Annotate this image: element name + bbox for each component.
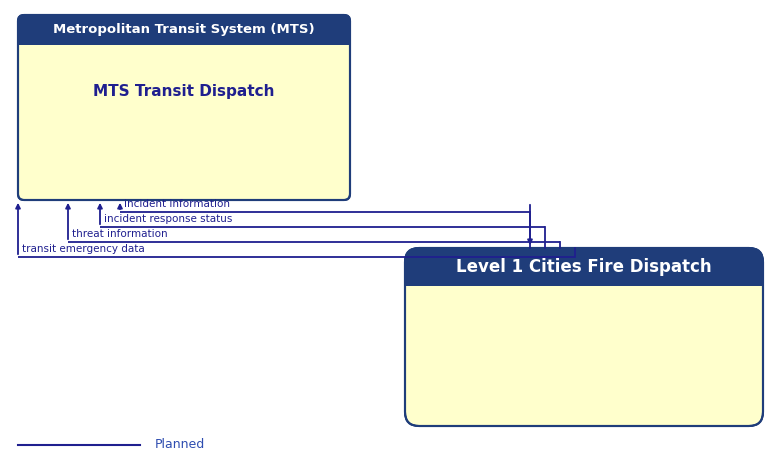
Bar bbox=[405, 267, 763, 286]
Text: Planned: Planned bbox=[155, 439, 205, 452]
Text: MTS Transit Dispatch: MTS Transit Dispatch bbox=[93, 84, 275, 99]
Text: Metropolitan Transit System (MTS): Metropolitan Transit System (MTS) bbox=[53, 23, 315, 37]
Text: incident information: incident information bbox=[124, 199, 230, 209]
Text: threat information: threat information bbox=[72, 229, 168, 239]
FancyBboxPatch shape bbox=[405, 248, 763, 426]
FancyBboxPatch shape bbox=[405, 248, 763, 286]
FancyBboxPatch shape bbox=[18, 15, 350, 200]
Text: incident response status: incident response status bbox=[104, 214, 233, 224]
Text: transit emergency data: transit emergency data bbox=[22, 244, 145, 254]
Bar bbox=[18, 30, 350, 45]
FancyBboxPatch shape bbox=[18, 15, 350, 45]
Text: Level 1 Cities Fire Dispatch: Level 1 Cities Fire Dispatch bbox=[456, 258, 712, 276]
